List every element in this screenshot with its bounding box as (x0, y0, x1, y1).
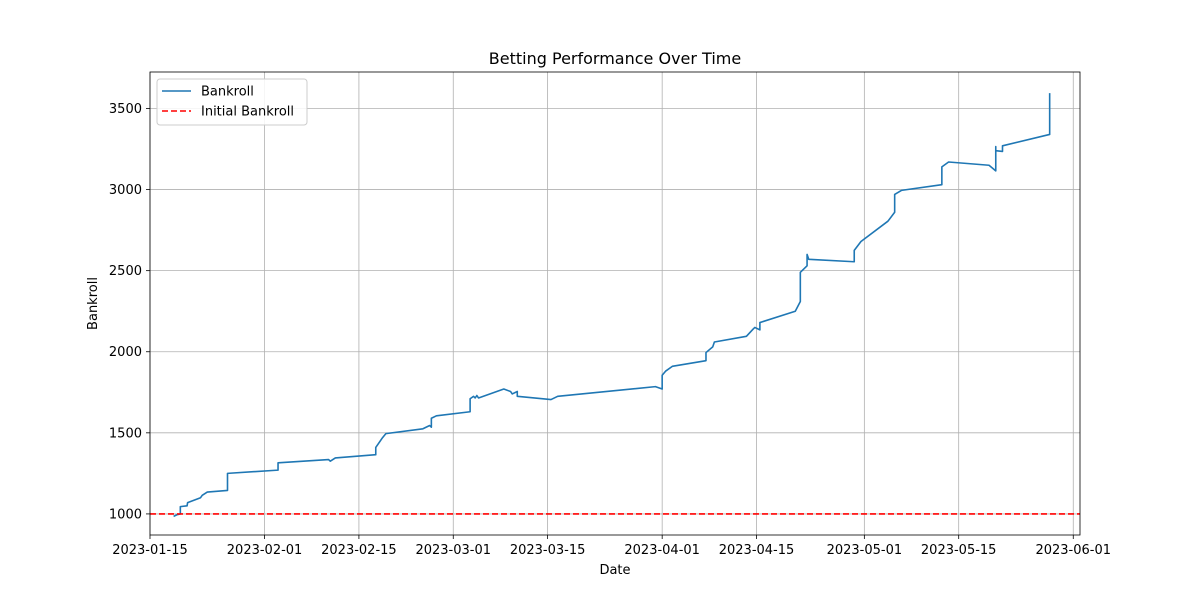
y-axis-label: Bankroll (86, 277, 101, 330)
bankroll-line (173, 93, 1051, 518)
x-tick-label: 2023-02-01 (227, 543, 303, 558)
y-tick-label: 3500 (109, 102, 142, 117)
y-tick-label: 2000 (109, 345, 142, 360)
x-tick-label: 2023-01-15 (112, 543, 188, 558)
x-tick-label: 2023-02-15 (321, 543, 397, 558)
legend-box (156, 78, 308, 126)
x-tick-label: 2023-04-15 (719, 543, 795, 558)
x-tick-label: 2023-05-15 (921, 543, 997, 558)
series-layer (150, 93, 1080, 518)
y-axis: 1000 1500 2000 2500 3000 3500 (109, 102, 150, 522)
y-tick-label: 2500 (109, 264, 142, 279)
x-tick-label: 2023-03-01 (415, 543, 491, 558)
x-tick-label: 2023-05-01 (827, 543, 903, 558)
y-tick-label: 1000 (109, 507, 142, 522)
plot-frame (149, 71, 1081, 536)
legend-label-initial-bankroll: Initial Bankroll (201, 105, 294, 120)
x-tick-label: 2023-03-15 (510, 543, 586, 558)
x-tick-label: 2023-04-01 (624, 543, 700, 558)
y-tick-label: 1500 (109, 426, 142, 441)
x-axis-label: Date (599, 563, 630, 578)
legend-label-bankroll: Bankroll (201, 85, 254, 100)
legend: Bankroll Initial Bankroll (156, 78, 308, 126)
y-tick-label: 3000 (109, 183, 142, 198)
x-axis: 2023-01-15 2023-02-01 2023-02-15 2023-03-01… (112, 535, 1111, 558)
chart-title: Betting Performance Over Time (489, 49, 741, 68)
x-tick-label: 2023-06-01 (1035, 543, 1111, 558)
